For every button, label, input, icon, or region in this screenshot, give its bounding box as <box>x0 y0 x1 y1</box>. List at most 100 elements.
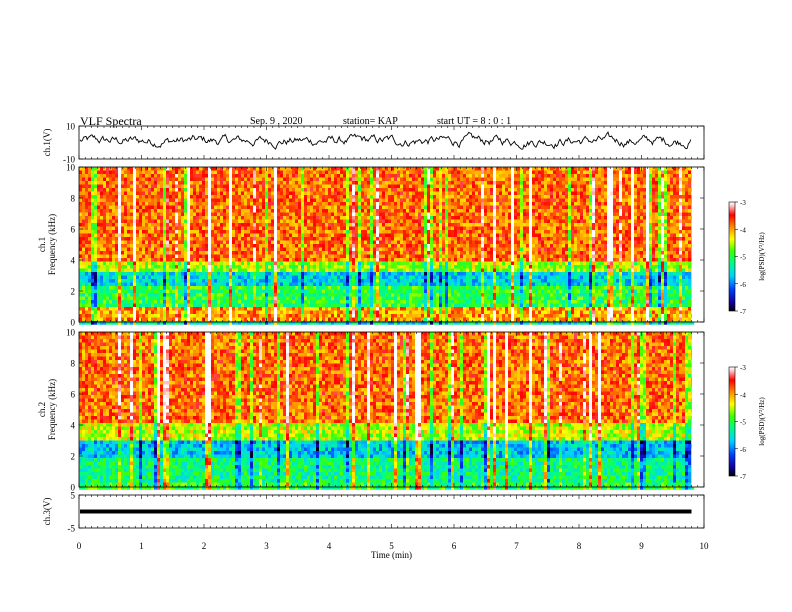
ch1-spectrogram-cell <box>277 233 281 238</box>
ch1-spectrogram-cell <box>118 247 122 252</box>
ch1-spectrogram-cell <box>304 321 308 325</box>
ch1-spectrogram-cell <box>280 289 284 294</box>
ch1-spectrogram-cell <box>349 233 353 238</box>
ch1-spectrogram-cell <box>157 167 161 171</box>
ch1-spectrogram-cell <box>199 321 203 325</box>
ch1-spectrogram-cell <box>118 198 122 203</box>
ch1-spectrogram-cell <box>394 282 398 287</box>
ch1-spectrogram-cell <box>307 191 311 196</box>
ch1-spectrogram-cell <box>160 286 164 290</box>
ch1-spectrogram-cell <box>268 247 272 252</box>
ch1-spectrogram-cell <box>142 230 146 234</box>
ch1-spectrogram-cell <box>91 212 95 217</box>
ch1-spectrogram-cell <box>220 244 224 248</box>
ch1-spectrogram-cell <box>193 261 197 266</box>
ch1-spectrogram-cell <box>133 233 137 238</box>
ch1-spectrogram-cell <box>328 321 332 325</box>
ch1-spectrogram-cell <box>361 219 365 224</box>
ch1-spectrogram-cell <box>349 261 353 266</box>
ch1-spectrogram-cell <box>112 279 116 283</box>
ch1-spectrogram-cell <box>292 321 296 325</box>
ch1-spectrogram-cell <box>343 195 347 199</box>
ch1-spectrogram-cell <box>205 300 209 304</box>
ch1-spectrogram-cell <box>349 314 353 318</box>
ch1-spectrogram-cell <box>163 198 167 203</box>
ch1-spectrogram-cell <box>82 254 86 259</box>
ch1-spectrogram-cell <box>253 268 257 273</box>
ch1-spectrogram-cell <box>328 279 332 283</box>
ch1-spectrogram-cell <box>247 195 251 199</box>
ch1-spectrogram-cell <box>289 174 293 178</box>
ch1-spectrogram-cell <box>121 289 125 294</box>
ch1-spectrogram-cell <box>211 174 215 178</box>
ch1-spectrogram-cell <box>100 216 104 220</box>
ch1-spectrogram-cell <box>91 167 95 171</box>
ch1-spectrogram-cell <box>391 300 395 304</box>
ch1-spectrogram-cell <box>133 198 137 203</box>
ch1-spectrogram-cell <box>211 209 215 213</box>
ch1-spectrogram-cell <box>334 251 338 255</box>
ch1-spectrogram-cell <box>364 170 368 175</box>
ch1-spectrogram-cell <box>175 282 179 287</box>
ch1-spectrogram-cell <box>193 310 197 315</box>
ch1-spectrogram-cell <box>124 209 128 213</box>
ch1-spectrogram-cell <box>289 198 293 203</box>
ch1-spectrogram-cell <box>91 251 95 255</box>
ch1-spectrogram-cell <box>325 321 329 325</box>
ch1-spectrogram-cell <box>235 174 239 178</box>
ch1-spectrogram-cell <box>256 177 260 182</box>
ch1-spectrogram-cell <box>136 233 140 238</box>
ch1-spectrogram-cell <box>358 188 362 192</box>
ch1-spectrogram-cell <box>277 202 281 206</box>
ch1-spectrogram-cell <box>205 202 209 206</box>
ch1-spectrogram-cell <box>331 174 335 178</box>
ch1-spectrogram-cell <box>256 261 260 266</box>
ch1-spectrogram-cell <box>112 219 116 224</box>
ch1-spectrogram-cell <box>118 258 122 262</box>
ch1-spectrogram-cell <box>91 314 95 318</box>
ch1-spectrogram-cell <box>295 251 299 255</box>
ch1-spectrogram-cell <box>136 191 140 196</box>
ch1-spectrogram-cell <box>205 317 209 322</box>
ch1-spectrogram-cell <box>277 188 281 192</box>
ch1-spectrogram-cell <box>292 167 296 171</box>
ch1-spectrogram-cell <box>295 209 299 213</box>
ch1-spectrogram-cell <box>367 226 371 231</box>
ch1-spectrogram-cell <box>211 202 215 206</box>
ch1-spectrogram-cell <box>217 209 221 213</box>
ch1-spectrogram-cell <box>337 268 341 273</box>
ch1-spectrogram-cell <box>163 321 167 325</box>
ch1-spectrogram-cell <box>334 181 338 185</box>
ch1-spectrogram-cell <box>181 202 185 206</box>
ch1-spectrogram-cell <box>232 310 236 315</box>
ch1-spectrogram-cell <box>214 279 218 283</box>
ch1-spectrogram-cell <box>241 198 245 203</box>
ch1-spectrogram-cell <box>211 244 215 248</box>
ch1-spectrogram-cell <box>94 170 98 175</box>
ch1-spectrogram-cell <box>226 289 230 294</box>
ch1-spectrogram-cell <box>304 265 308 269</box>
ch1-spectrogram-cell <box>130 195 134 199</box>
ch1-spectrogram-cell <box>397 167 401 171</box>
ch1-spectrogram-cell <box>352 317 356 322</box>
ch1-spectrogram-cell <box>208 268 212 273</box>
ch1-spectrogram-cell <box>163 226 167 231</box>
ch1-spectrogram-cell <box>280 216 284 220</box>
ch1-spectrogram-cell <box>172 321 176 325</box>
ch1-spectrogram-cell <box>313 244 317 248</box>
ch1-spectrogram-cell <box>223 237 227 241</box>
ch1-spectrogram-cell <box>235 181 239 185</box>
ch1-spectrogram-cell <box>136 230 140 234</box>
ch1-spectrogram-cell <box>157 170 161 175</box>
ch1-spectrogram-cell <box>193 303 197 308</box>
ch1-spectrogram-cell <box>238 296 242 301</box>
ch1-spectrogram-cell <box>376 174 380 178</box>
ch1-spectrogram-cell <box>154 289 158 294</box>
ch1-spectrogram-cell <box>346 275 350 280</box>
ch1-spectrogram-cell <box>334 314 338 318</box>
ch1-spectrogram-cell <box>220 314 224 318</box>
ch1-spectrogram-cell <box>313 296 317 301</box>
ch1-spectrogram-cell <box>268 254 272 259</box>
ch1-spectrogram-cell <box>307 240 311 245</box>
ch1-spectrogram-cell <box>115 177 119 182</box>
